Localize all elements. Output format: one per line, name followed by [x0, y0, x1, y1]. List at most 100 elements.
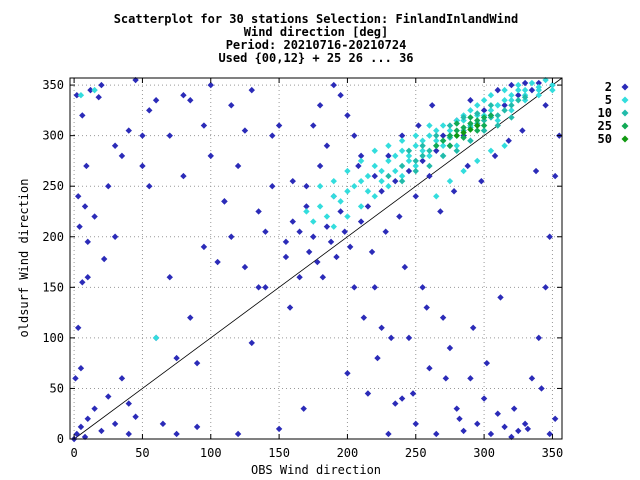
- data-point-10: [487, 102, 495, 109]
- x-tick-label: 50: [135, 446, 149, 460]
- data-point-2: [323, 223, 331, 230]
- data-point-2: [532, 167, 540, 175]
- data-point-2: [330, 81, 337, 89]
- data-point-2: [187, 314, 194, 321]
- data-point-5: [330, 177, 337, 185]
- data-point-2: [442, 375, 450, 382]
- data-point-25: [453, 120, 460, 127]
- plot-frame: [69, 77, 563, 440]
- data-point-5: [316, 182, 324, 190]
- data-point-2: [75, 193, 82, 200]
- data-point-2: [426, 172, 433, 180]
- data-point-2: [546, 233, 553, 240]
- data-point-2: [478, 177, 485, 185]
- data-point-5: [494, 117, 501, 124]
- data-point-5: [426, 132, 433, 139]
- data-point-2: [221, 198, 228, 205]
- data-point-5: [412, 162, 419, 170]
- data-point-50: [453, 132, 460, 139]
- data-point-2: [521, 79, 529, 87]
- data-point-10: [474, 110, 481, 117]
- data-point-2: [453, 405, 460, 412]
- data-point-2: [289, 177, 296, 185]
- y-tick-label: 0: [57, 432, 64, 446]
- data-point-5: [405, 157, 413, 165]
- data-point-2: [139, 132, 146, 139]
- data-point-5: [508, 97, 515, 104]
- data-point-5: [433, 137, 440, 144]
- data-point-5: [371, 147, 378, 155]
- data-point-2: [91, 213, 98, 220]
- data-point-5: [344, 188, 351, 195]
- data-point-2: [467, 97, 474, 104]
- data-point-5: [439, 122, 447, 129]
- data-point-2: [412, 193, 419, 200]
- data-point-5: [549, 81, 556, 89]
- data-point-5: [385, 142, 392, 149]
- data-point-2: [333, 253, 340, 261]
- data-point-2: [327, 238, 335, 246]
- data-point-2: [139, 162, 146, 170]
- x-tick-label: 0: [70, 446, 77, 460]
- data-point-2: [95, 94, 102, 101]
- data-point-2: [269, 132, 276, 139]
- data-point-2: [84, 415, 91, 422]
- data-point-5: [487, 147, 495, 155]
- data-point-2: [255, 208, 262, 215]
- x-tick-label: 300: [473, 446, 495, 460]
- data-point-5: [364, 172, 372, 180]
- legend-marker: [621, 96, 629, 104]
- data-point-5: [535, 86, 542, 94]
- data-point-2: [125, 127, 132, 134]
- data-point-5: [364, 188, 372, 195]
- data-point-10: [508, 102, 515, 109]
- data-point-2: [76, 223, 83, 230]
- data-point-10: [453, 147, 460, 155]
- data-point-5: [330, 223, 337, 230]
- data-point-2: [528, 86, 536, 94]
- data-point-5: [316, 203, 324, 210]
- data-point-5: [371, 193, 378, 200]
- data-point-2: [344, 370, 351, 377]
- data-point-50: [474, 122, 481, 129]
- legend-label: 5: [605, 93, 612, 107]
- data-point-2: [480, 107, 488, 114]
- data-point-2: [351, 132, 358, 139]
- data-point-2: [551, 415, 559, 422]
- data-point-5: [439, 142, 447, 149]
- data-point-25: [460, 124, 467, 131]
- data-point-2: [125, 430, 132, 438]
- data-point-5: [446, 127, 454, 134]
- data-point-2: [515, 427, 522, 435]
- data-point-2: [310, 122, 317, 129]
- data-point-2: [474, 420, 481, 428]
- data-point-2: [546, 430, 553, 438]
- data-point-2: [282, 253, 290, 261]
- data-point-5: [412, 132, 419, 139]
- data-point-2: [501, 423, 508, 431]
- data-point-10: [433, 132, 440, 139]
- data-point-2: [234, 162, 242, 170]
- data-point-5: [398, 172, 406, 180]
- data-point-2: [146, 182, 153, 190]
- data-point-5: [535, 91, 542, 99]
- data-point-10: [467, 137, 474, 144]
- data-point-2: [248, 86, 255, 94]
- data-point-25: [433, 142, 440, 149]
- title-line-3: Period: 20210716-20210724: [226, 38, 407, 52]
- data-point-5: [501, 86, 508, 94]
- data-point-2: [305, 248, 313, 256]
- data-point-2: [398, 132, 406, 139]
- data-point-2: [118, 152, 126, 160]
- data-point-2: [428, 102, 436, 109]
- data-point-2: [535, 334, 542, 342]
- data-point-25: [467, 114, 474, 121]
- reference-line-layer: [73, 77, 563, 440]
- data-point-10: [385, 172, 392, 180]
- data-point-2: [426, 365, 433, 372]
- data-point-2: [296, 228, 303, 235]
- data-point-5: [77, 91, 85, 99]
- data-point-2: [371, 284, 378, 291]
- x-tick-label: 150: [268, 446, 290, 460]
